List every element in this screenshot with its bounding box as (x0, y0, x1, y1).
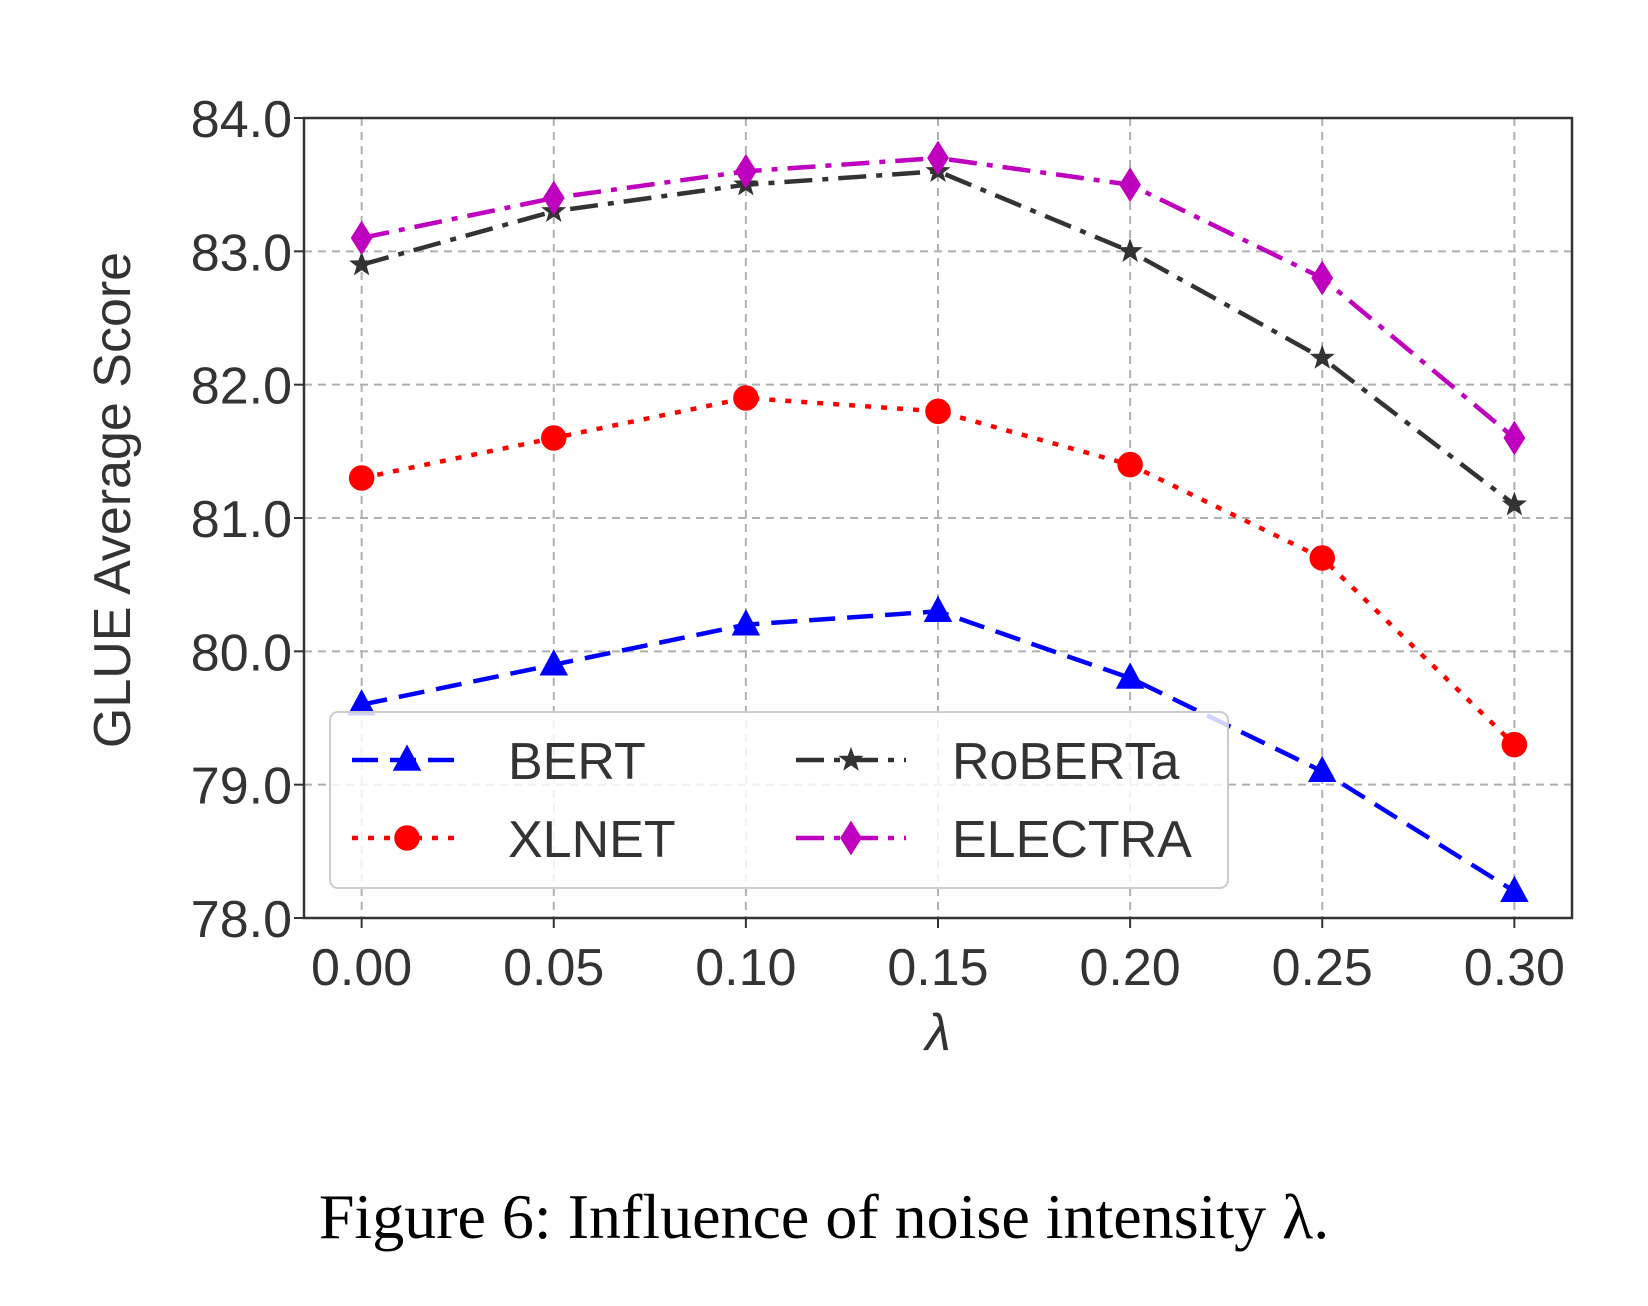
y-tick-label: 79.0 (191, 758, 292, 816)
series-bert (347, 595, 1529, 903)
legend-label: XLNET (508, 811, 676, 869)
x-tick-label: 0.00 (311, 939, 412, 997)
data-point (542, 180, 565, 216)
legend-marker (838, 746, 864, 771)
x-tick-label: 0.25 (1272, 939, 1373, 997)
data-point (1115, 662, 1145, 689)
x-tick-label: 0.05 (503, 939, 604, 997)
series-line (361, 155, 1516, 440)
legend-item-roberta: RoBERTa (796, 733, 1179, 791)
data-point (1117, 238, 1143, 262)
x-tick-label: 0.20 (1080, 939, 1181, 997)
y-tick-label: 83.0 (191, 224, 292, 282)
data-point (541, 425, 567, 451)
data-point (348, 465, 375, 491)
series-xlnet (348, 385, 1528, 758)
data-point (1117, 451, 1143, 478)
data-point (925, 398, 951, 425)
y-axis: 78.0 79.0 80.0 81.0 82.0 83.0 84.0 (191, 91, 304, 949)
data-point (1501, 731, 1528, 758)
legend-box (329, 711, 1229, 889)
data-point (731, 609, 761, 636)
y-tick-label: 82.0 (191, 358, 292, 416)
legend: BERT XLNET RoBERTa ELECTRA (329, 711, 1229, 889)
x-axis-label: λ (922, 1004, 951, 1062)
y-tick-label: 78.0 (191, 891, 292, 949)
x-tick-label: 0.15 (887, 939, 988, 997)
data-point (923, 595, 953, 623)
y-tick-label: 81.0 (191, 491, 292, 549)
x-tick-label: 0.10 (695, 939, 796, 997)
data-point (1501, 491, 1527, 516)
legend-item-electra: ELECTRA (796, 811, 1192, 869)
y-axis-label: GLUE Average Score (84, 252, 142, 748)
data-point (733, 385, 759, 411)
data-point (1500, 875, 1529, 903)
x-tick-label: 0.30 (1464, 939, 1565, 997)
data-point (1311, 260, 1334, 296)
data-point (1503, 420, 1526, 456)
legend-item-xlnet: XLNET (352, 811, 676, 869)
figure-caption: Figure 6: Influence of noise intensity λ… (318, 1181, 1330, 1252)
data-point (349, 251, 375, 276)
series-layer (347, 140, 1529, 903)
legend-label: RoBERTa (952, 733, 1179, 791)
data-point (735, 153, 757, 189)
legend-label: ELECTRA (952, 811, 1192, 869)
data-point (1309, 344, 1335, 369)
legend-label: BERT (508, 733, 646, 791)
data-point (539, 649, 569, 676)
data-point (927, 140, 949, 176)
legend-item-bert: BERT (352, 733, 646, 791)
legend-marker (840, 820, 862, 856)
data-point (1309, 545, 1335, 571)
series-electra (350, 140, 1526, 456)
y-tick-label: 80.0 (191, 624, 292, 682)
legend-marker (392, 744, 422, 771)
x-axis: 0.00 0.05 0.10 0.15 0.20 0.25 0.30 (311, 918, 1565, 997)
y-tick-label: 84.0 (191, 91, 292, 149)
data-point (1307, 755, 1337, 783)
data-point (350, 220, 373, 256)
data-point (1119, 167, 1141, 203)
legend-marker (394, 825, 420, 851)
